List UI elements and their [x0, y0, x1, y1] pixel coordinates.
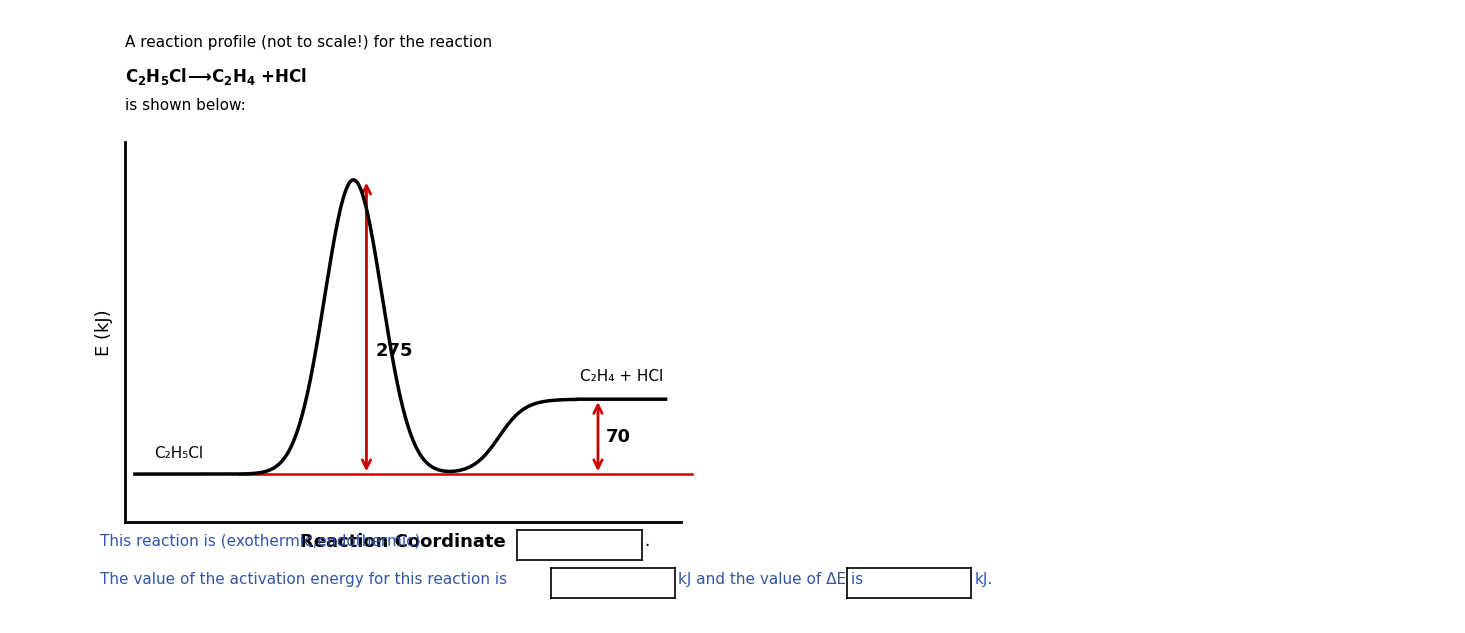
Text: This reaction is (exothermic,endothermic): This reaction is (exothermic,endothermic…: [100, 534, 420, 549]
Text: A reaction profile (not to scale!) for the reaction: A reaction profile (not to scale!) for t…: [125, 35, 492, 50]
Text: .: .: [645, 532, 650, 550]
Text: C₂H₄ + HCl: C₂H₄ + HCl: [580, 369, 664, 384]
Text: $\mathbf{C_2H_5Cl}$$\mathbf{\!\longrightarrow\!C_2H_4}$ $\mathbf{+ HCl}$: $\mathbf{C_2H_5Cl}$$\mathbf{\!\longright…: [125, 66, 306, 87]
Text: kJ and the value of ΔE is: kJ and the value of ΔE is: [678, 572, 863, 587]
Text: C₂H₅Cl: C₂H₅Cl: [155, 446, 204, 461]
Text: 275: 275: [377, 342, 413, 360]
Y-axis label: E (kJ): E (kJ): [95, 309, 113, 356]
Text: kJ.: kJ.: [974, 572, 992, 587]
Text: 70: 70: [607, 428, 631, 446]
X-axis label: Reaction Coordinate: Reaction Coordinate: [300, 534, 505, 551]
Text: is shown below:: is shown below:: [125, 98, 245, 113]
Text: The value of the activation energy for this reaction is: The value of the activation energy for t…: [100, 572, 507, 587]
